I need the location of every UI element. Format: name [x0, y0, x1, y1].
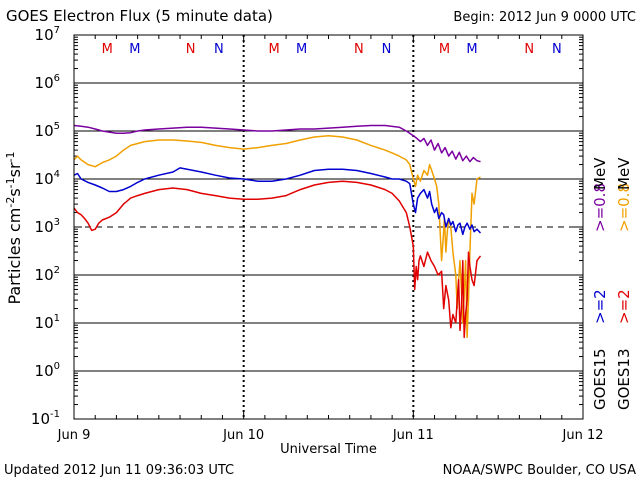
updated-timestamp: Updated 2012 Jun 11 09:36:03 UTC	[4, 463, 234, 478]
y-tick-exponent: 5	[54, 121, 60, 132]
y-label-mid2: sr	[5, 162, 24, 177]
marker-m: M	[296, 42, 307, 57]
y-label-exp3: -1	[4, 151, 17, 162]
y-tick-label: 103	[35, 217, 60, 236]
y-tick-base: 10	[35, 74, 54, 92]
y-tick-base: 10	[35, 314, 54, 332]
y-tick-exponent: 7	[54, 25, 60, 36]
y-tick-exponent: 0	[54, 361, 60, 372]
legend-entry-2mev: >=2	[615, 289, 633, 324]
y-tick-base: 10	[35, 26, 54, 44]
x-tick-label: Jun 12	[562, 428, 604, 443]
legend-satellite: GOES13	[615, 348, 633, 410]
y-label-mid1: s	[5, 188, 24, 196]
series-lines	[73, 124, 482, 339]
y-tick-exponent: 6	[54, 73, 60, 84]
y-label-base: Particles cm	[5, 208, 24, 305]
y-label-exp1: -2	[4, 197, 17, 208]
y-tick-base: 10	[35, 362, 54, 380]
y-tick-label: 102	[35, 265, 60, 284]
y-axis-label: Particles cm-2s-1sr-1	[4, 151, 24, 304]
begin-label: Begin: 2012 Jun 9 0000 UTC	[453, 10, 636, 25]
marker-m: M	[439, 42, 450, 57]
y-tick-base: 10	[35, 170, 54, 188]
marker-m: M	[102, 42, 113, 57]
credit-label: NOAA/SWPC Boulder, CO USA	[443, 463, 636, 478]
y-tick-label: 107	[35, 25, 60, 44]
y-tick-base: 10	[31, 410, 50, 428]
x-tick-label: Jun 9	[57, 428, 91, 443]
plot-frame	[73, 34, 584, 420]
grid-lines	[74, 82, 583, 372]
series-line	[73, 180, 482, 339]
marker-n: N	[552, 42, 562, 57]
x-axis-label: Universal Time	[280, 442, 377, 457]
legend-unit: MeV	[591, 157, 609, 190]
y-tick-exponent: 3	[54, 217, 60, 228]
y-tick-exponent: 1	[54, 313, 60, 324]
marker-m: M	[466, 42, 477, 57]
y-tick-label: 100	[35, 361, 60, 380]
legend-entry-08mev: >=0.8	[591, 183, 609, 232]
legend-satellite: GOES15	[591, 348, 609, 410]
y-label-exp2: -1	[4, 177, 17, 188]
marker-m: M	[268, 42, 279, 57]
series-line	[73, 167, 482, 236]
x-tick-label: Jun 11	[392, 428, 434, 443]
x-axis-ticks: Jun 9 Jun 10 Jun 11 Jun 12	[57, 35, 604, 443]
y-tick-label: 10-1	[31, 409, 60, 428]
marker-m: M	[129, 42, 140, 57]
y-tick-exponent: 4	[54, 169, 60, 180]
day-divider-lines	[242, 35, 415, 419]
y-tick-exponent: -1	[50, 409, 60, 420]
y-tick-base: 10	[35, 266, 54, 284]
marker-n: N	[524, 42, 534, 57]
y-tick-base: 10	[35, 218, 54, 236]
y-tick-label: 105	[35, 121, 60, 140]
y-tick-label: 104	[35, 169, 60, 188]
marker-n: N	[354, 42, 364, 57]
marker-n: N	[382, 42, 392, 57]
marker-n: N	[214, 42, 224, 57]
series-line	[73, 124, 481, 163]
y-tick-label: 101	[35, 313, 60, 332]
marker-n: N	[186, 42, 196, 57]
y-tick-base: 10	[35, 122, 54, 140]
series-line	[73, 134, 481, 339]
y-tick-exponent: 2	[54, 265, 60, 276]
x-tick-label: Jun 10	[222, 428, 264, 443]
legend-unit: MeV	[615, 157, 633, 190]
legend-entry-2mev: >=2	[591, 289, 609, 324]
y-tick-label: 106	[35, 73, 60, 92]
legend-entry-08mev: >=0.8	[615, 183, 633, 232]
chart-title: GOES Electron Flux (5 minute data)	[6, 7, 273, 25]
